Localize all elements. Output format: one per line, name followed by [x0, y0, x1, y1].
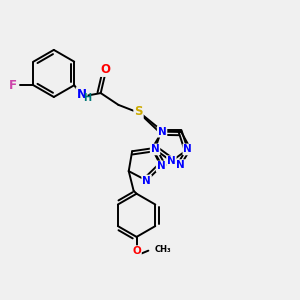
Text: N: N — [158, 127, 167, 137]
Text: N: N — [151, 144, 159, 154]
Text: N: N — [167, 156, 176, 166]
Text: O: O — [100, 63, 111, 76]
Text: N: N — [176, 160, 185, 170]
Text: S: S — [134, 105, 143, 118]
Text: N: N — [142, 176, 151, 185]
Text: N: N — [157, 161, 165, 171]
Text: N: N — [183, 144, 192, 154]
Text: H: H — [83, 94, 92, 103]
Text: N: N — [76, 88, 87, 101]
Text: CH₃: CH₃ — [154, 245, 171, 254]
Text: F: F — [9, 79, 17, 92]
Text: O: O — [132, 246, 141, 256]
